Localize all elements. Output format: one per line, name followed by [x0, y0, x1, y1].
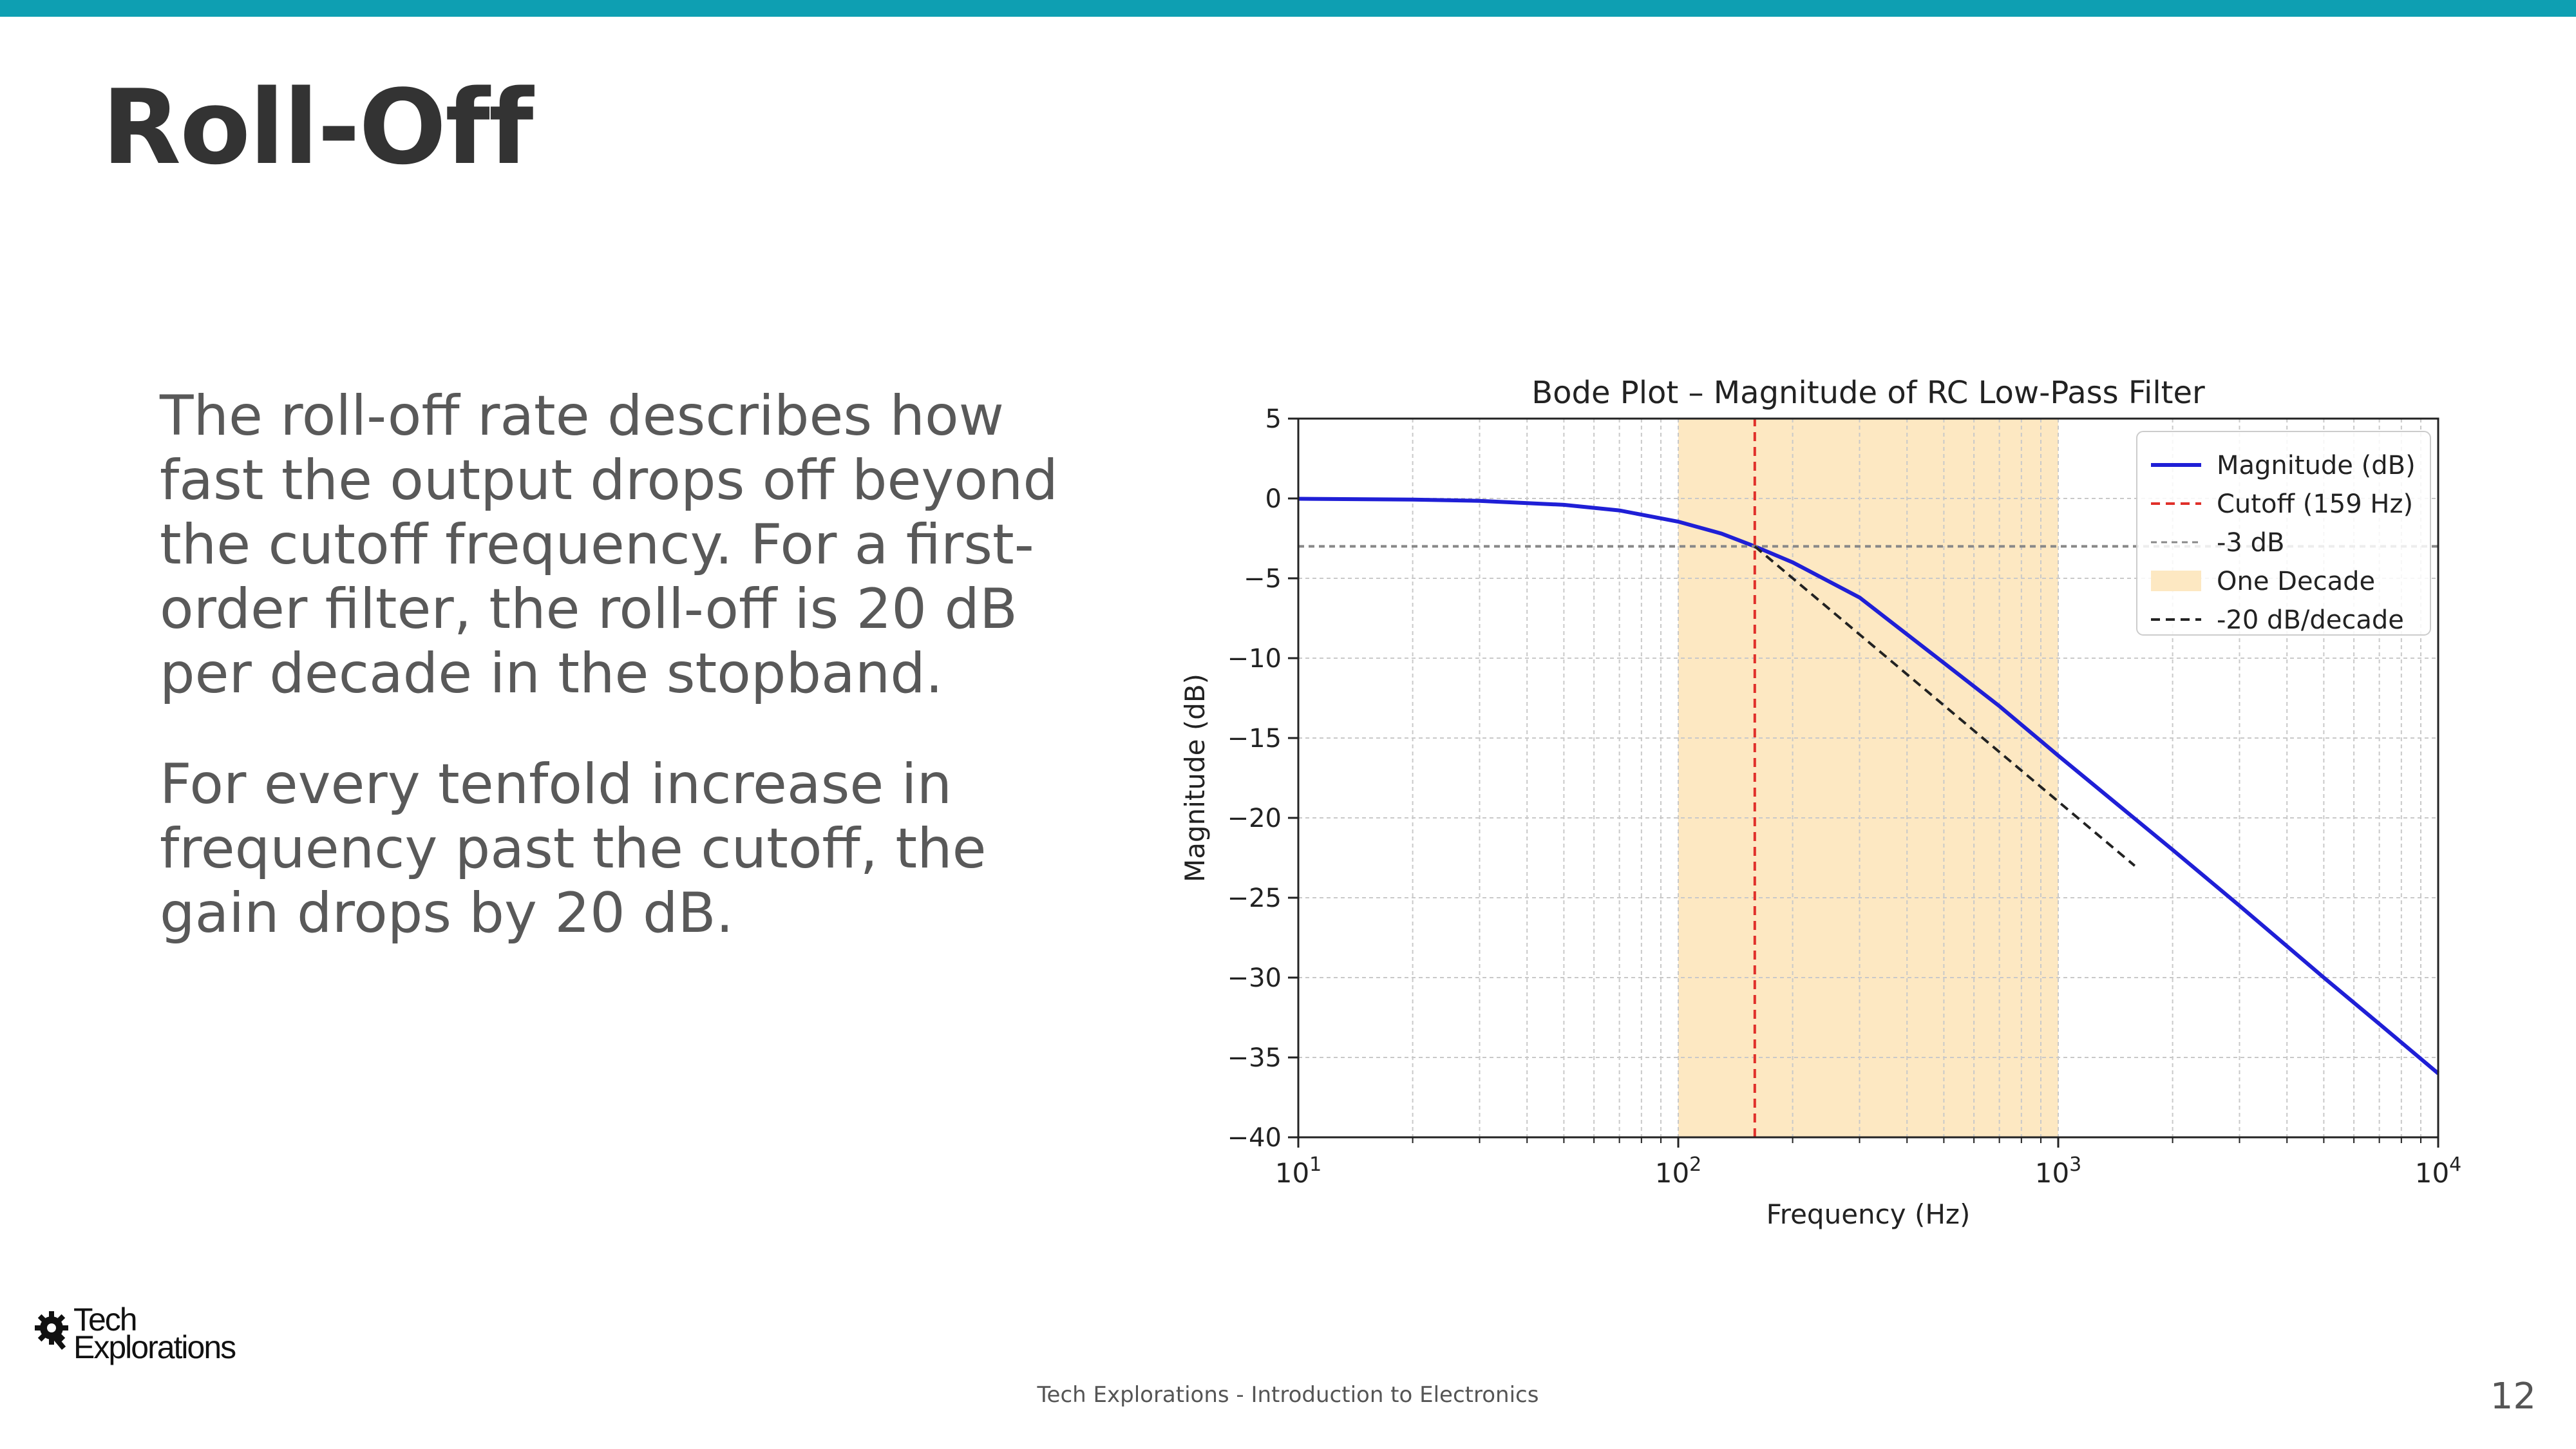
x-axis-label: Frequency (Hz) — [1766, 1198, 1971, 1230]
slide-title: Roll-Off — [102, 67, 533, 187]
x-tick-label: 102 — [1655, 1153, 1702, 1189]
shaded-region-0 — [1678, 419, 2058, 1137]
footer-text: Tech Explorations - Introduction to Elec… — [1037, 1382, 1539, 1408]
y-tick-label: −5 — [1244, 564, 1282, 594]
logo-line-1: Tech — [73, 1302, 138, 1338]
x-tick-label: 103 — [2035, 1153, 2082, 1189]
top-accent-bar — [0, 0, 2576, 17]
gear-magnifier-icon — [35, 1311, 68, 1350]
legend-entry-label: Cutoff (159 Hz) — [2217, 489, 2413, 519]
y-axis-label: Magnitude (dB) — [1179, 674, 1211, 882]
legend-entry-label: -3 dB — [2217, 528, 2284, 558]
logo-line-2: Explorations — [73, 1329, 236, 1365]
y-tick-label: −35 — [1227, 1043, 1282, 1073]
x-tick-label: 104 — [2415, 1153, 2462, 1189]
y-tick-label: −30 — [1227, 963, 1282, 993]
paragraph-roll-off-rate: The roll-off rate describes how fast the… — [160, 384, 1059, 706]
page-number: 12 — [2490, 1376, 2536, 1417]
series-line-3 — [1754, 545, 2136, 867]
body-text: The roll-off rate describes how fast the… — [160, 384, 1074, 992]
legend-entry-label: -20 dB/decade — [2217, 605, 2404, 635]
legend-swatch — [2151, 571, 2201, 591]
chart-title: Bode Plot – Magnitude of RC Low-Pass Fil… — [1531, 375, 2205, 411]
paragraph-tenfold: For every tenfold increase in frequency … — [160, 752, 987, 945]
legend-entry-label: One Decade — [2217, 567, 2375, 596]
y-tick-label: −20 — [1227, 804, 1282, 833]
bode-plot-chart: 101 102 103 104 5 0 −5 −10 −15 −20 −25 −30 −35 −40 Bod… — [1179, 367, 2486, 1249]
tech-explorations-logo: Tech Explorations — [33, 1302, 265, 1370]
y-tick-label: −15 — [1227, 724, 1282, 753]
bode-plot-svg: 101 102 103 104 5 0 −5 −10 −15 −20 −25 −30 −35 −40 Bod… — [1179, 375, 2462, 1230]
logo-wordmark: Tech Explorations — [73, 1302, 236, 1365]
plot-frame — [1297, 417, 2439, 1139]
y-tick-label: −25 — [1227, 884, 1282, 913]
y-tick-label: 5 — [1265, 404, 1282, 434]
series-line-0 — [1298, 497, 2439, 1075]
legend-box — [2136, 431, 2431, 636]
y-tick-label: 0 — [1265, 484, 1282, 514]
legend-entry-label: Magnitude (dB) — [2217, 451, 2416, 480]
x-tick-label: 101 — [1275, 1153, 1322, 1189]
y-tick-label: −40 — [1227, 1123, 1282, 1153]
y-tick-label: −10 — [1227, 644, 1282, 674]
